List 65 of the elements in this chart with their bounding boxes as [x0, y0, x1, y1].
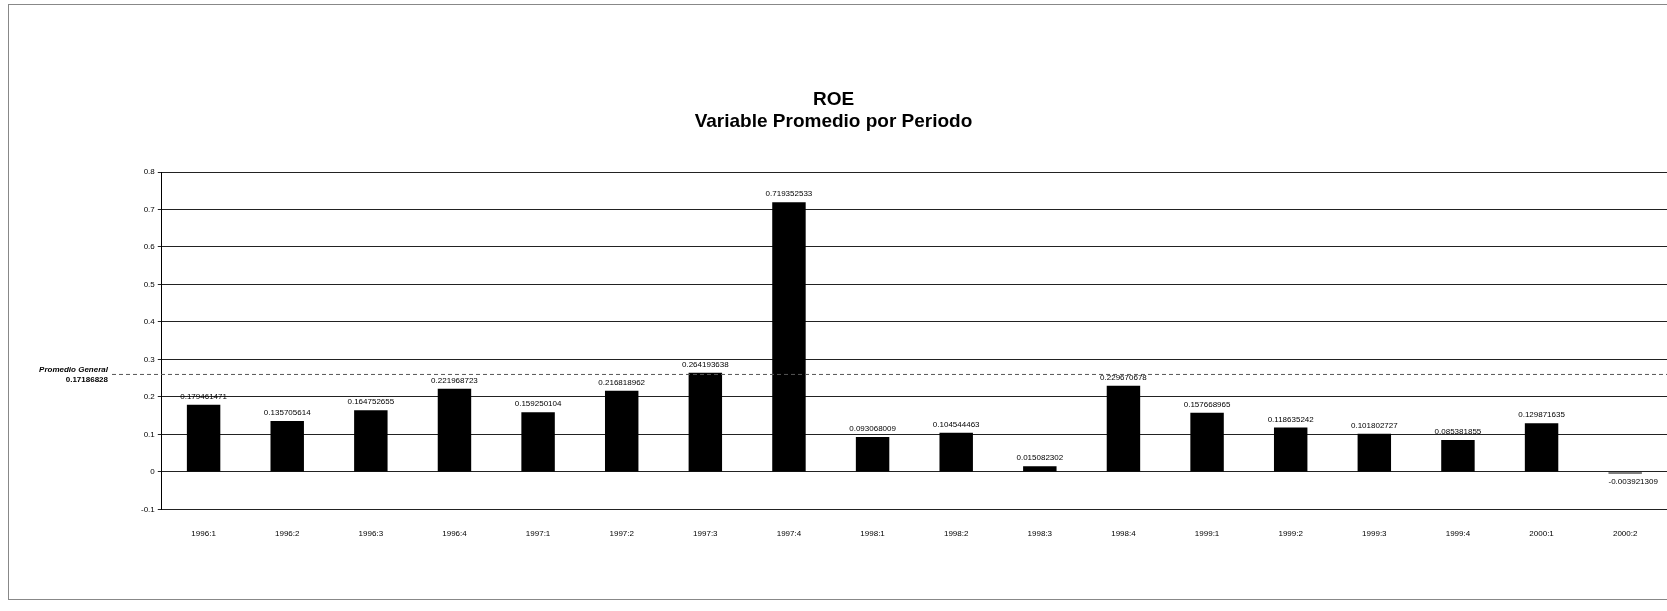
x-tick-label: 1998:4 [1111, 529, 1137, 539]
ref-line-label: Promedio General 0.17186828 [39, 364, 109, 384]
data-label: 0.229670678 [1100, 373, 1148, 383]
bar [1357, 433, 1392, 472]
y-tick-label: 0.6 [143, 242, 156, 252]
data-label: 0.157668965 [1183, 400, 1231, 410]
bar [1524, 423, 1559, 472]
bar [186, 404, 221, 472]
x-tick-label: 1999:2 [1278, 529, 1304, 539]
y-tick-label: 0.3 [143, 354, 156, 364]
x-tick-label: 1998:3 [1027, 529, 1053, 539]
chart-subtitle: Variable Promedio por Periodo [693, 110, 974, 132]
x-tick-label: 1998:1 [860, 529, 886, 539]
x-tick-label: 1996:4 [442, 529, 468, 539]
x-tick-label: 1999:4 [1445, 529, 1471, 539]
data-label: 0.264193638 [681, 360, 730, 370]
y-tick-label: 0.1 [143, 429, 156, 439]
data-label: 0.085381855 [1434, 427, 1482, 437]
data-label: 0.164752655 [347, 397, 395, 407]
y-tick-label: 0.2 [143, 392, 156, 402]
y-tick-label: 0.7 [143, 204, 156, 214]
y-tick-label: 0.4 [143, 317, 156, 327]
bar [604, 390, 639, 472]
data-label: 0.216818962 [598, 377, 646, 387]
x-tick-label: 1999:1 [1194, 529, 1220, 539]
data-label: 0.093068009 [849, 424, 897, 434]
data-label: 0.135705614 [263, 408, 312, 418]
x-tick-label: 1997:1 [525, 529, 551, 539]
y-tick-label: -0.1 [140, 504, 156, 514]
data-label: 0.129871635 [1518, 410, 1566, 420]
x-tick-label: 1997:3 [693, 529, 719, 539]
x-tick-label: 2000:1 [1529, 529, 1555, 539]
data-label: 0.719352533 [765, 189, 813, 199]
y-tick-label: 0.5 [143, 279, 156, 289]
data-label: 0.221968723 [431, 375, 479, 385]
x-tick-label: 1996:2 [274, 529, 300, 539]
data-label: -0.003921309 [1608, 476, 1659, 486]
bar [855, 437, 890, 472]
bar [1106, 385, 1141, 472]
chart-title: ROE [811, 88, 856, 110]
data-label: 0.015082302 [1016, 453, 1064, 463]
x-tick-label: 1997:4 [776, 529, 802, 539]
bar [1023, 466, 1057, 472]
x-tick-label: 1997:2 [609, 529, 635, 539]
x-tick-label: 1996:3 [358, 529, 384, 539]
data-label: 0.104544463 [932, 419, 981, 429]
bar [354, 410, 388, 472]
x-tick-label: 1996:1 [191, 529, 217, 539]
x-tick-label: 1998:2 [943, 529, 969, 539]
y-tick-label: 0.8 [143, 167, 156, 177]
bar [521, 412, 555, 472]
y-tick-label: 0 [150, 467, 156, 477]
bar [1273, 427, 1308, 472]
bar [270, 421, 304, 472]
data-label: 0.118635242 [1267, 414, 1315, 424]
x-tick-label: 2000:2 [1612, 529, 1638, 539]
bar [772, 202, 806, 472]
data-label: 0.101802727 [1350, 420, 1399, 430]
bar [1190, 412, 1224, 472]
bar [939, 432, 973, 472]
data-label: 0.159250104 [514, 399, 562, 409]
bar [1441, 439, 1475, 472]
bar [437, 388, 472, 472]
x-tick-label: 1999:3 [1362, 529, 1388, 539]
bar [688, 372, 723, 472]
